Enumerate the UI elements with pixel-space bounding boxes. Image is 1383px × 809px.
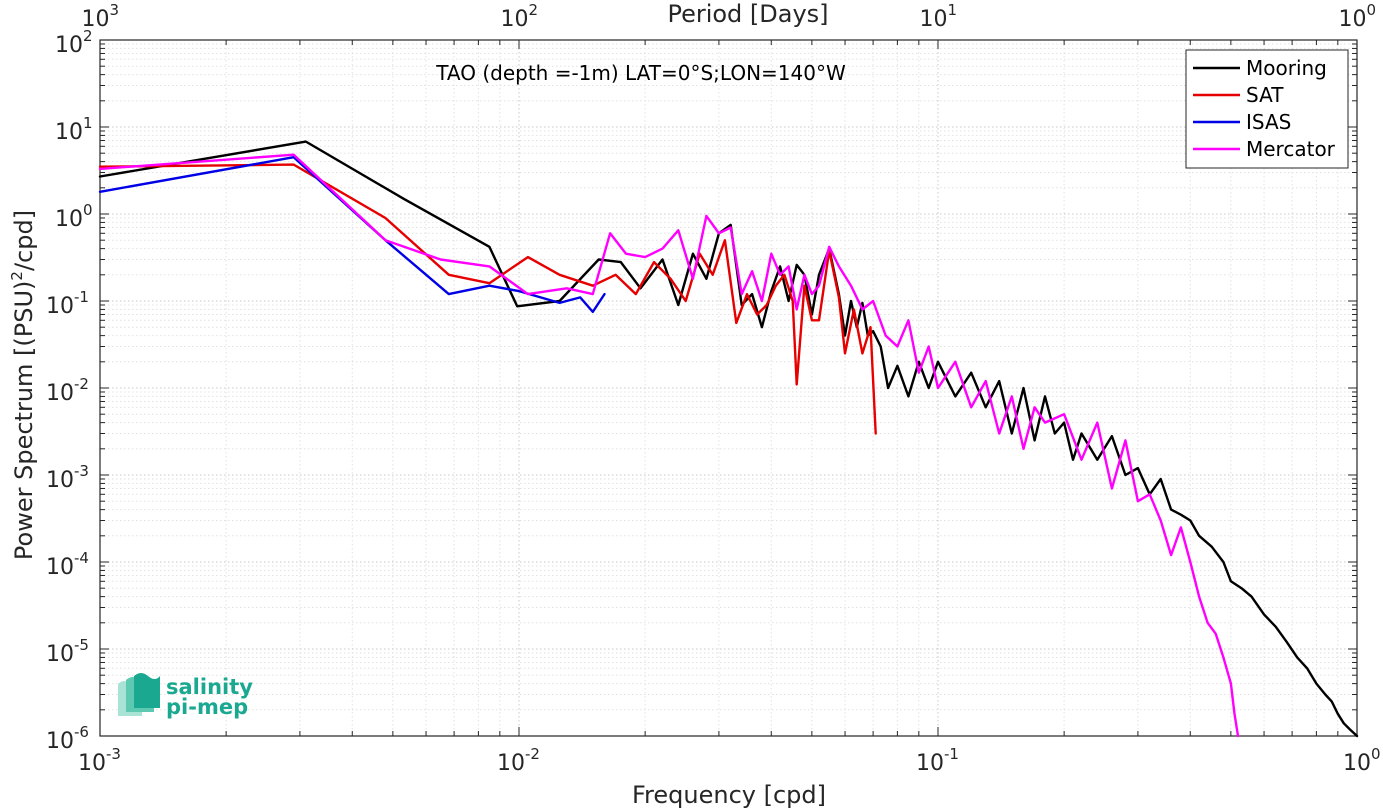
x-tick-label: 10-1: [916, 745, 959, 776]
y-axis-label-sup: 2: [8, 271, 26, 281]
y-tick-label-exponent: -5: [74, 636, 89, 654]
top-tick-label-exponent: 1: [948, 1, 958, 19]
y-tick-label: 100: [55, 201, 93, 232]
top-tick-label-exponent: 2: [529, 1, 539, 19]
x-tick-label: 10-3: [78, 745, 121, 776]
top-tick-label: 100: [1339, 1, 1377, 32]
y-tick-label-base: 10: [46, 642, 74, 667]
y-tick-label-base: 10: [55, 120, 83, 145]
top-tick-label-exponent: 3: [110, 1, 120, 19]
legend: Mooring SAT ISAS Mercator: [1185, 49, 1349, 169]
top-axis-label: Period [Days]: [667, 0, 828, 28]
chart-title: TAO (depth =-1m) LAT=0°S;LON=140°W: [435, 61, 846, 85]
series-line-mercator: [98, 153, 1240, 738]
x-tick-label-base: 10: [916, 751, 944, 776]
top-tick-label: 102: [501, 1, 539, 32]
top-tick-label-exponent: 0: [1367, 1, 1377, 19]
grid-lines: [99, 40, 1357, 737]
legend-label-isas: ISAS: [1246, 110, 1291, 134]
y-tick-label: 10-6: [46, 723, 89, 754]
x-axis-label: Frequency [cpd]: [632, 781, 826, 809]
legend-label-mooring: Mooring: [1246, 56, 1327, 80]
y-tick-label-exponent: 2: [83, 27, 93, 45]
y-tick-label: 10-2: [46, 375, 89, 406]
x-tick-label-exponent: -3: [106, 745, 121, 763]
y-tick-label: 10-5: [46, 636, 89, 667]
y-tick-label-base: 10: [46, 468, 74, 493]
x-tick-label-exponent: 0: [1371, 745, 1381, 763]
top-tick-label-base: 10: [1339, 7, 1367, 32]
x-tick-label-exponent: -2: [525, 745, 540, 763]
x-tick-label-base: 10: [1343, 751, 1371, 776]
y-tick-label-exponent: -4: [74, 549, 89, 567]
y-tick-label-base: 10: [46, 381, 74, 406]
top-tick-label-base: 10: [501, 7, 529, 32]
x-tick-label-base: 10: [78, 751, 106, 776]
x-tick-label-exponent: -1: [944, 745, 959, 763]
y-tick-label-exponent: -3: [74, 462, 89, 480]
y-tick-label: 10-4: [46, 549, 89, 580]
y-tick-label-base: 10: [46, 729, 74, 754]
salinity-pi-mep-logo: salinity pi-mep: [118, 673, 253, 719]
y-tick-label: 10-3: [46, 462, 89, 493]
y-axis-label-tail: /cpd]: [10, 210, 38, 271]
x-tick-label-base: 10: [497, 751, 525, 776]
x-tick-label: 100: [1343, 745, 1381, 776]
tick-marks: [99, 39, 1358, 737]
y-tick-label: 101: [55, 114, 93, 145]
legend-label-mercator: Mercator: [1246, 137, 1336, 161]
series-line-sat: [98, 163, 877, 435]
top-tick-label: 103: [82, 1, 120, 32]
y-tick-label-base: 10: [55, 207, 83, 232]
y-axis-label: Power Spectrum [(PSU)2/cpd]: [8, 210, 38, 560]
legend-label-sat: SAT: [1246, 83, 1284, 107]
top-tick-label-base: 10: [920, 7, 948, 32]
y-tick-label-base: 10: [46, 555, 74, 580]
top-tick-label-base: 10: [82, 7, 110, 32]
y-axis-label-main: Power Spectrum [(PSU): [10, 281, 38, 560]
top-tick-label: 101: [920, 1, 958, 32]
y-tick-label-exponent: -2: [74, 375, 89, 393]
logo-text-salinity: salinity: [166, 675, 253, 699]
y-tick-label-exponent: -1: [74, 288, 89, 306]
y-tick-label: 10-1: [46, 288, 89, 319]
y-tick-label-exponent: -6: [74, 723, 89, 741]
y-tick-label-exponent: 0: [83, 201, 93, 219]
tick-labels: 10-3 10-2 10-1 10010-610-510-410-310-210-11…: [46, 1, 1381, 776]
legend-items: Mooring SAT ISAS Mercator: [1193, 56, 1336, 161]
logo-text-pimep: pi-mep: [166, 695, 248, 719]
logo-wave-front: [134, 673, 160, 708]
y-tick-label-exponent: 1: [83, 114, 93, 132]
y-tick-label-base: 10: [55, 33, 83, 58]
y-tick-label: 102: [55, 27, 93, 58]
x-tick-label: 10-2: [497, 745, 540, 776]
y-tick-label-base: 10: [46, 294, 74, 319]
series-lines: [98, 140, 1359, 738]
